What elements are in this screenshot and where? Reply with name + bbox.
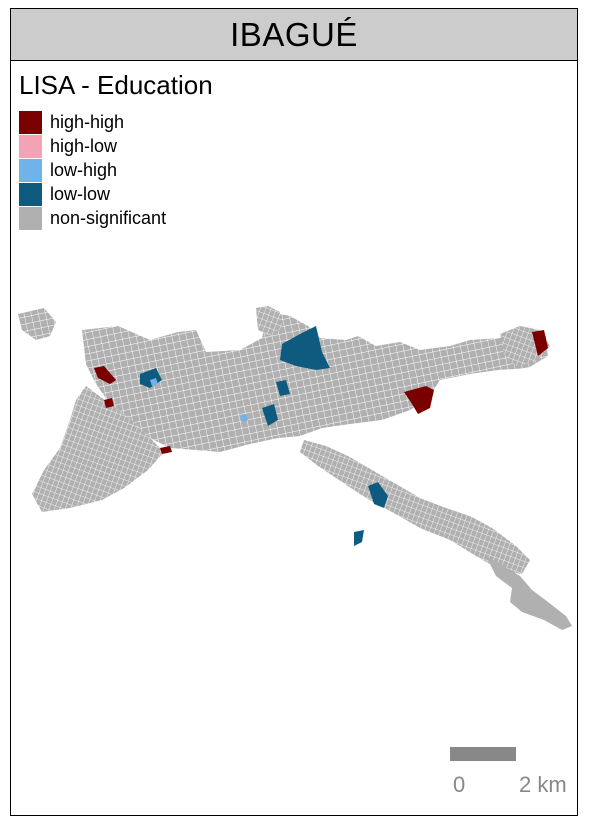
legend: high-high high-low low-high low-low non-… — [19, 110, 166, 230]
legend-label: non-significant — [50, 207, 167, 228]
city-southeast-tail — [486, 556, 572, 630]
cluster-high-high — [94, 366, 116, 384]
map-frame: IBAGUÉ LISA - Education high-high high-l… — [10, 8, 578, 816]
legend-swatch — [19, 182, 42, 206]
legend-swatch — [19, 206, 42, 230]
northern-hill-blocks — [256, 306, 282, 336]
scale-label-end: 2 km — [519, 772, 567, 797]
lisa-clusters — [94, 326, 548, 546]
scale-bar — [450, 747, 516, 761]
cluster-high-high — [532, 330, 548, 356]
cluster-high-high — [160, 446, 172, 454]
cluster-low-low — [262, 404, 278, 426]
city-central-section — [82, 312, 548, 452]
legend-label: high-high — [50, 111, 125, 132]
legend-swatch — [19, 134, 42, 158]
city-south-corridor — [300, 440, 530, 574]
cluster-low-low — [280, 326, 330, 370]
scale-label-start: 0 — [453, 772, 466, 797]
legend-item-high-low: high-low — [19, 134, 166, 158]
legend-label: low-high — [50, 159, 118, 180]
cluster-low-high — [150, 378, 158, 386]
cluster-high-high — [104, 398, 114, 408]
legend-title: LISA - Education — [19, 70, 213, 100]
cluster-low-low — [354, 530, 364, 546]
cluster-low-high — [240, 414, 248, 422]
cluster-low-low — [368, 482, 388, 508]
city-west-section — [18, 308, 56, 340]
cluster-low-low — [276, 380, 290, 396]
cluster-high-high — [404, 386, 434, 414]
legend-label: low-low — [50, 183, 111, 204]
legend-item-non-significant: non-significant — [19, 206, 166, 230]
map-title: IBAGUÉ — [230, 15, 358, 53]
city-southwest-section — [32, 386, 164, 512]
legend-swatch — [19, 158, 42, 182]
legend-item-low-high: low-high — [19, 158, 166, 182]
legend-item-low-low: low-low — [19, 182, 166, 206]
title-bar: IBAGUÉ — [11, 9, 577, 61]
legend-swatch — [19, 110, 42, 134]
urban-area — [18, 306, 572, 630]
legend-label: high-low — [50, 135, 118, 156]
legend-item-high-high: high-high — [19, 110, 166, 134]
